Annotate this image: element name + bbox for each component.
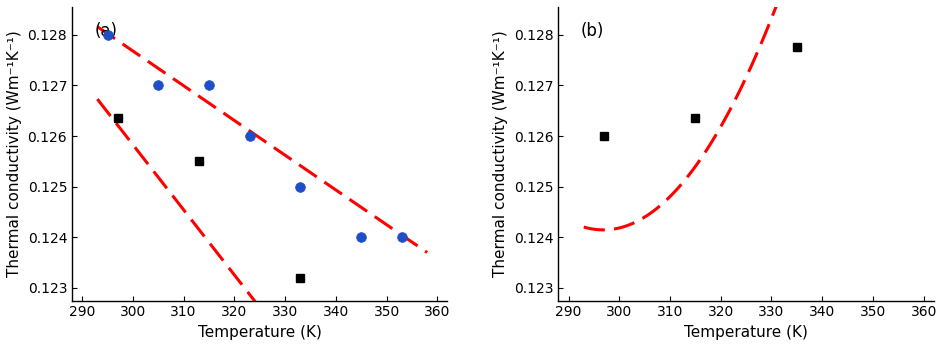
Text: (b): (b) xyxy=(581,22,603,40)
Y-axis label: Thermal conductivity (Wm⁻¹K⁻¹): Thermal conductivity (Wm⁻¹K⁻¹) xyxy=(7,31,22,277)
Text: (a): (a) xyxy=(94,22,117,40)
Y-axis label: Thermal conductivity (Wm⁻¹K⁻¹): Thermal conductivity (Wm⁻¹K⁻¹) xyxy=(493,31,508,277)
X-axis label: Temperature (K): Temperature (K) xyxy=(197,325,321,340)
X-axis label: Temperature (K): Temperature (K) xyxy=(683,325,807,340)
